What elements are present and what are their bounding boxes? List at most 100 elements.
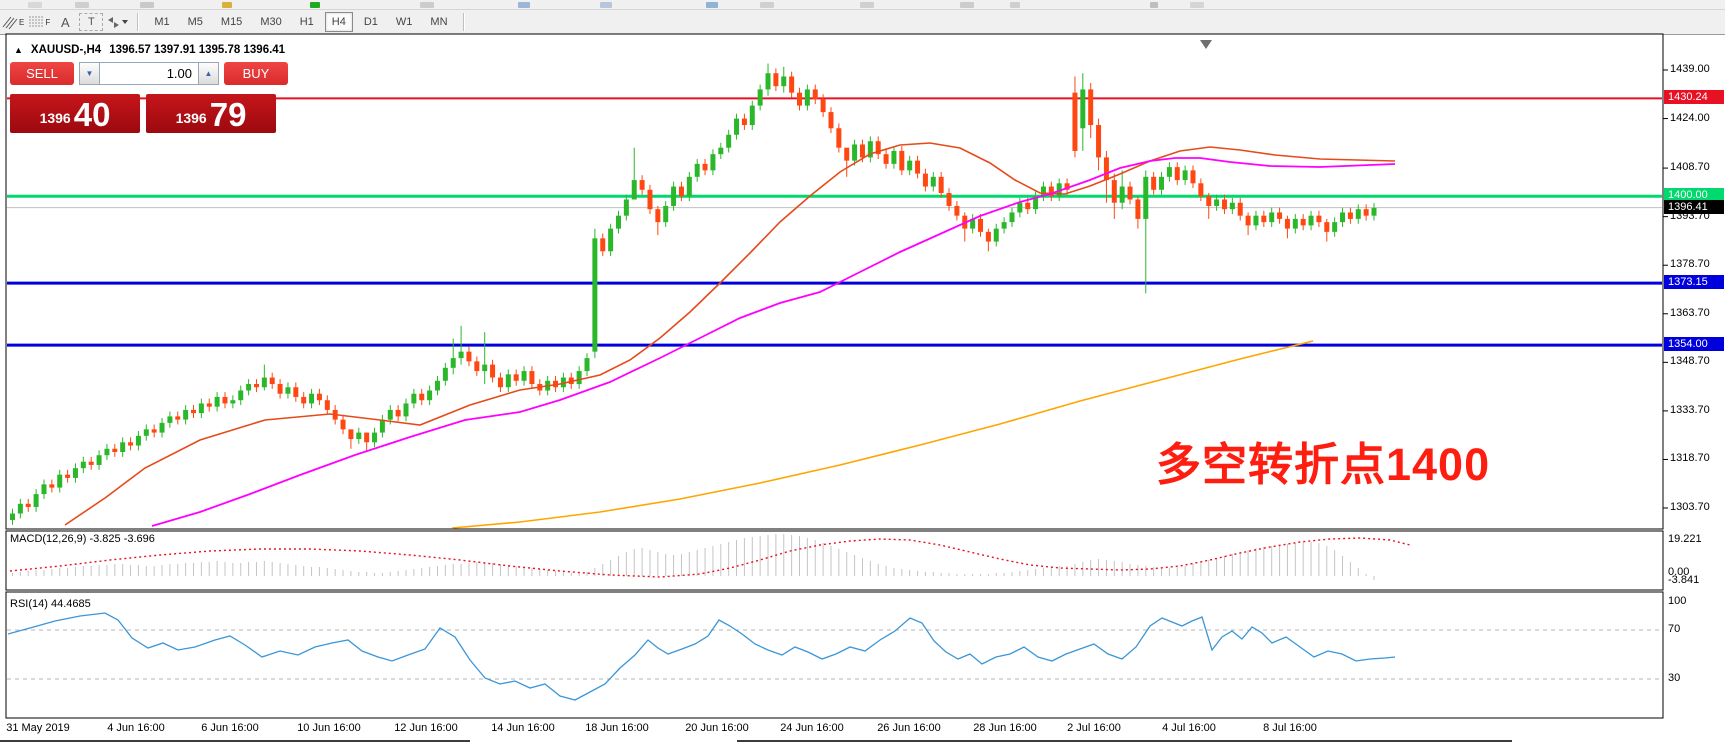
candle-body <box>1080 89 1086 129</box>
channel-lines-icon <box>2 16 18 29</box>
sell-button[interactable]: SELL <box>10 62 74 85</box>
candle-body <box>867 141 873 158</box>
candle-body <box>1135 199 1141 219</box>
candle-body <box>521 371 527 381</box>
candle-body <box>899 150 905 171</box>
text-tool-button[interactable]: A <box>61 14 70 30</box>
candle-body <box>120 442 126 453</box>
bid-price-display: 1396 40 <box>10 94 140 133</box>
price-axis-label: 1363.70 <box>1670 306 1710 319</box>
ask-big-figure: 1396 <box>175 110 207 126</box>
candle-body <box>253 384 259 388</box>
candle-body <box>749 105 755 126</box>
text-label-tool-button[interactable]: T <box>79 13 104 31</box>
volume-decrease-button[interactable]: ▼ <box>79 62 100 85</box>
price-axis-badge: 1373.15 <box>1664 275 1724 290</box>
date-axis-label: 6 Jun 16:00 <box>201 722 259 734</box>
timeframe-button-h1[interactable]: H1 <box>299 16 314 28</box>
date-axis-label: 14 Jun 16:00 <box>491 722 555 734</box>
date-axis-label: 4 Jul 16:00 <box>1162 722 1216 734</box>
candle-body <box>883 154 889 164</box>
clipped-toolbar-icon <box>310 2 320 8</box>
candle-body <box>789 76 795 93</box>
timeframe-button-m15[interactable]: M15 <box>220 16 243 28</box>
candle-body <box>804 89 810 106</box>
candle-body <box>576 371 582 385</box>
date-axis-label: 31 May 2019 <box>6 722 70 734</box>
price-axis-label: 1348.70 <box>1670 355 1710 368</box>
macd-signal-line <box>9 537 1411 578</box>
candle-body <box>191 409 197 414</box>
candle-body <box>497 377 503 388</box>
bottom-scrollbar-segment[interactable] <box>737 740 1512 742</box>
candle-body <box>1064 183 1070 190</box>
candle-body <box>1308 215 1314 226</box>
timeframe-button-d1[interactable]: D1 <box>363 16 378 28</box>
price-axis-label: 1303.70 <box>1670 501 1710 513</box>
candle-body <box>671 186 677 206</box>
clipped-toolbar-icon <box>706 2 718 8</box>
candle-body <box>922 173 928 187</box>
candle-body <box>993 228 999 242</box>
candle-body <box>222 396 228 404</box>
timeframe-button-mn[interactable]: MN <box>430 16 448 28</box>
bottom-scrollbar-segment[interactable] <box>0 740 470 742</box>
clipped-toolbar-icon <box>75 2 89 8</box>
candle-body <box>844 147 850 161</box>
candle-body <box>340 419 346 430</box>
candle-body <box>33 494 39 508</box>
trendline <box>451 340 1314 529</box>
toolbar-top-clipped <box>0 0 1725 10</box>
candle-body <box>135 435 141 446</box>
timeframe-button-w1[interactable]: W1 <box>395 16 413 28</box>
candle-body <box>1009 212 1015 223</box>
arrows-tool-button[interactable] <box>105 11 130 33</box>
buy-button[interactable]: BUY <box>224 62 288 85</box>
ask-pips: 79 <box>209 96 247 133</box>
timeframe-button-m5[interactable]: M5 <box>187 16 203 28</box>
candle-body <box>301 396 307 404</box>
timeframe-button-m30[interactable]: M30 <box>260 16 282 28</box>
candle-body <box>1253 215 1259 226</box>
candle-body <box>600 238 606 252</box>
collapse-triangle-icon[interactable]: ▲ <box>14 45 23 55</box>
candle-body <box>718 147 724 155</box>
volume-input[interactable]: 1.00 <box>100 62 198 85</box>
candle-body <box>1025 202 1031 210</box>
candle-body <box>151 429 157 433</box>
candle-body <box>757 89 763 106</box>
toolbar-separator <box>462 13 465 31</box>
timeframe-button-h4[interactable]: H4 <box>324 12 353 32</box>
candle-body <box>206 403 212 407</box>
rsi-indicator-label: RSI(14) 44.4685 <box>10 598 91 610</box>
candle-body <box>1151 176 1157 190</box>
candle-body <box>490 364 496 378</box>
candle-body <box>615 215 621 229</box>
candle-body <box>458 351 464 359</box>
candle-body <box>584 358 590 372</box>
candle-body <box>836 128 842 148</box>
price-axis-label: 1424.00 <box>1670 111 1710 124</box>
candle-body <box>1277 212 1283 219</box>
candle-body <box>112 448 118 453</box>
timeframe-button-m1[interactable]: M1 <box>154 16 170 28</box>
candle-body <box>372 432 378 443</box>
candle-body <box>316 393 322 401</box>
candle-body <box>80 461 86 469</box>
symbol-ohlc: 1396.57 1397.91 1395.78 1396.41 <box>109 44 286 56</box>
candle-body <box>57 474 63 488</box>
candle-body <box>246 384 252 391</box>
rsi-axis-label: 30 <box>1668 672 1681 684</box>
candle-body <box>474 361 480 372</box>
date-axis-label: 28 Jun 16:00 <box>973 722 1037 734</box>
fibonacci-tool-button[interactable]: F <box>27 11 51 33</box>
chart-annotation-text[interactable]: 多空转折点1400 <box>1156 439 1491 490</box>
candle-body <box>513 374 519 381</box>
date-axis-label: 20 Jun 16:00 <box>685 722 749 734</box>
equidistant-channel-tool-button[interactable]: E <box>1 11 25 33</box>
volume-increase-button[interactable]: ▲ <box>198 62 219 85</box>
candle-body <box>741 118 747 126</box>
arrows-icon <box>108 16 120 28</box>
candle-body <box>1174 167 1180 181</box>
